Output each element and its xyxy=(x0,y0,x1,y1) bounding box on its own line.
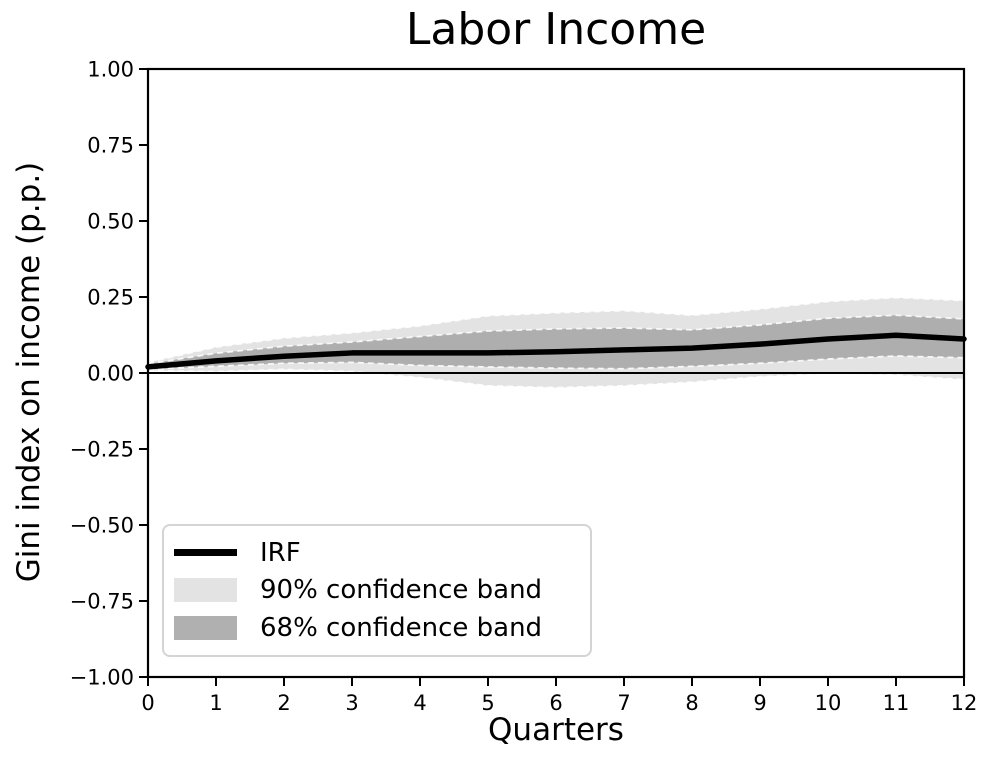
y-tick-label: 0.25 xyxy=(87,286,134,310)
legend-label-irf: IRF xyxy=(260,537,301,568)
x-tick-label: 0 xyxy=(141,691,154,715)
legend-label-90-band: 90% confidence band xyxy=(260,575,543,606)
x-tick-label: 9 xyxy=(753,691,766,715)
y-tick-label: 0.00 xyxy=(87,362,134,386)
irf-line-swatch xyxy=(174,549,237,557)
legend-item-90-band: 90% confidence band xyxy=(174,577,590,603)
band-edge-dashed-line xyxy=(147,314,965,365)
band-68-swatch xyxy=(174,616,237,641)
x-axis-label: Quarters xyxy=(488,712,624,748)
x-tick-label: 5 xyxy=(481,691,494,715)
y-tick-label: −0.25 xyxy=(70,438,134,462)
y-tick-label: 0.75 xyxy=(87,134,134,158)
x-tick-label: 2 xyxy=(277,691,290,715)
band-68 xyxy=(148,315,964,370)
x-tick-label: 6 xyxy=(549,691,562,715)
y-tick-label: 0.50 xyxy=(87,210,134,234)
irf-line xyxy=(145,332,967,370)
x-tick-label: 3 xyxy=(345,691,358,715)
y-tick-label: 1.00 xyxy=(87,58,134,82)
y-tick-label: −0.50 xyxy=(70,514,134,538)
x-tick-label: 1 xyxy=(209,691,222,715)
legend-item-irf: IRF xyxy=(174,540,590,566)
x-tick-label: 11 xyxy=(883,691,910,715)
chart-title: Labor Income xyxy=(405,4,707,55)
y-tick-label: −1.00 xyxy=(70,666,134,690)
band-edge-dashed-line xyxy=(147,296,965,364)
x-tick-label: 10 xyxy=(815,691,842,715)
x-tick-label: 7 xyxy=(617,691,630,715)
legend-item-68-band: 68% confidence band xyxy=(174,615,590,641)
x-tick-label: 4 xyxy=(413,691,426,715)
legend: IRF 90% confidence band 68% confidence b… xyxy=(162,524,592,657)
x-tick-label: 12 xyxy=(951,691,978,715)
x-tick-label: 8 xyxy=(685,691,698,715)
band-90-swatch xyxy=(174,578,237,603)
legend-label-68-band: 68% confidence band xyxy=(260,613,543,644)
y-tick-label: −0.75 xyxy=(70,590,134,614)
band-edge-dashed-line xyxy=(147,355,965,371)
